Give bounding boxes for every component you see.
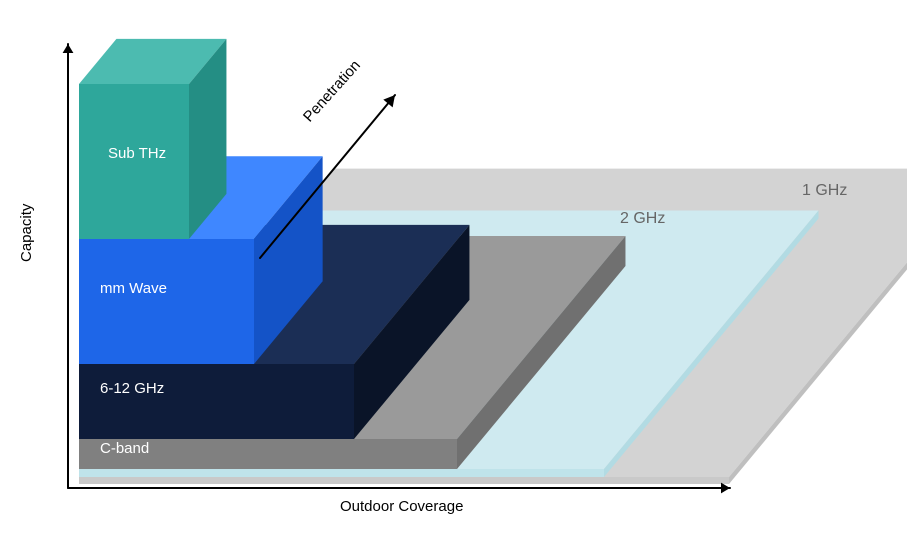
c-band-slab-label: C-band	[100, 440, 149, 457]
x-axis-label: Outdoor Coverage	[340, 498, 463, 515]
one-ghz-slab-label: 1 GHz	[802, 182, 847, 200]
spectrum-3d-chart: 1 GHz2 GHzC-band6-12 GHzmm WaveSub THzPe…	[0, 0, 907, 536]
y-axis-arrowhead	[63, 44, 74, 53]
six-twelve-ghz-slab-label: 6-12 GHz	[100, 380, 164, 397]
sub-thz-slab-label: Sub THz	[108, 145, 166, 162]
y-axis-label: Capacity	[18, 204, 35, 262]
x-axis-arrowhead	[721, 483, 730, 494]
two-ghz-slab-front	[79, 469, 604, 477]
one-ghz-slab-front	[79, 477, 729, 484]
six-twelve-ghz-slab-front	[79, 364, 354, 439]
two-ghz-slab-label: 2 GHz	[620, 210, 665, 228]
mm-wave-slab-front	[79, 239, 254, 364]
mm-wave-slab-label: mm Wave	[100, 280, 167, 297]
